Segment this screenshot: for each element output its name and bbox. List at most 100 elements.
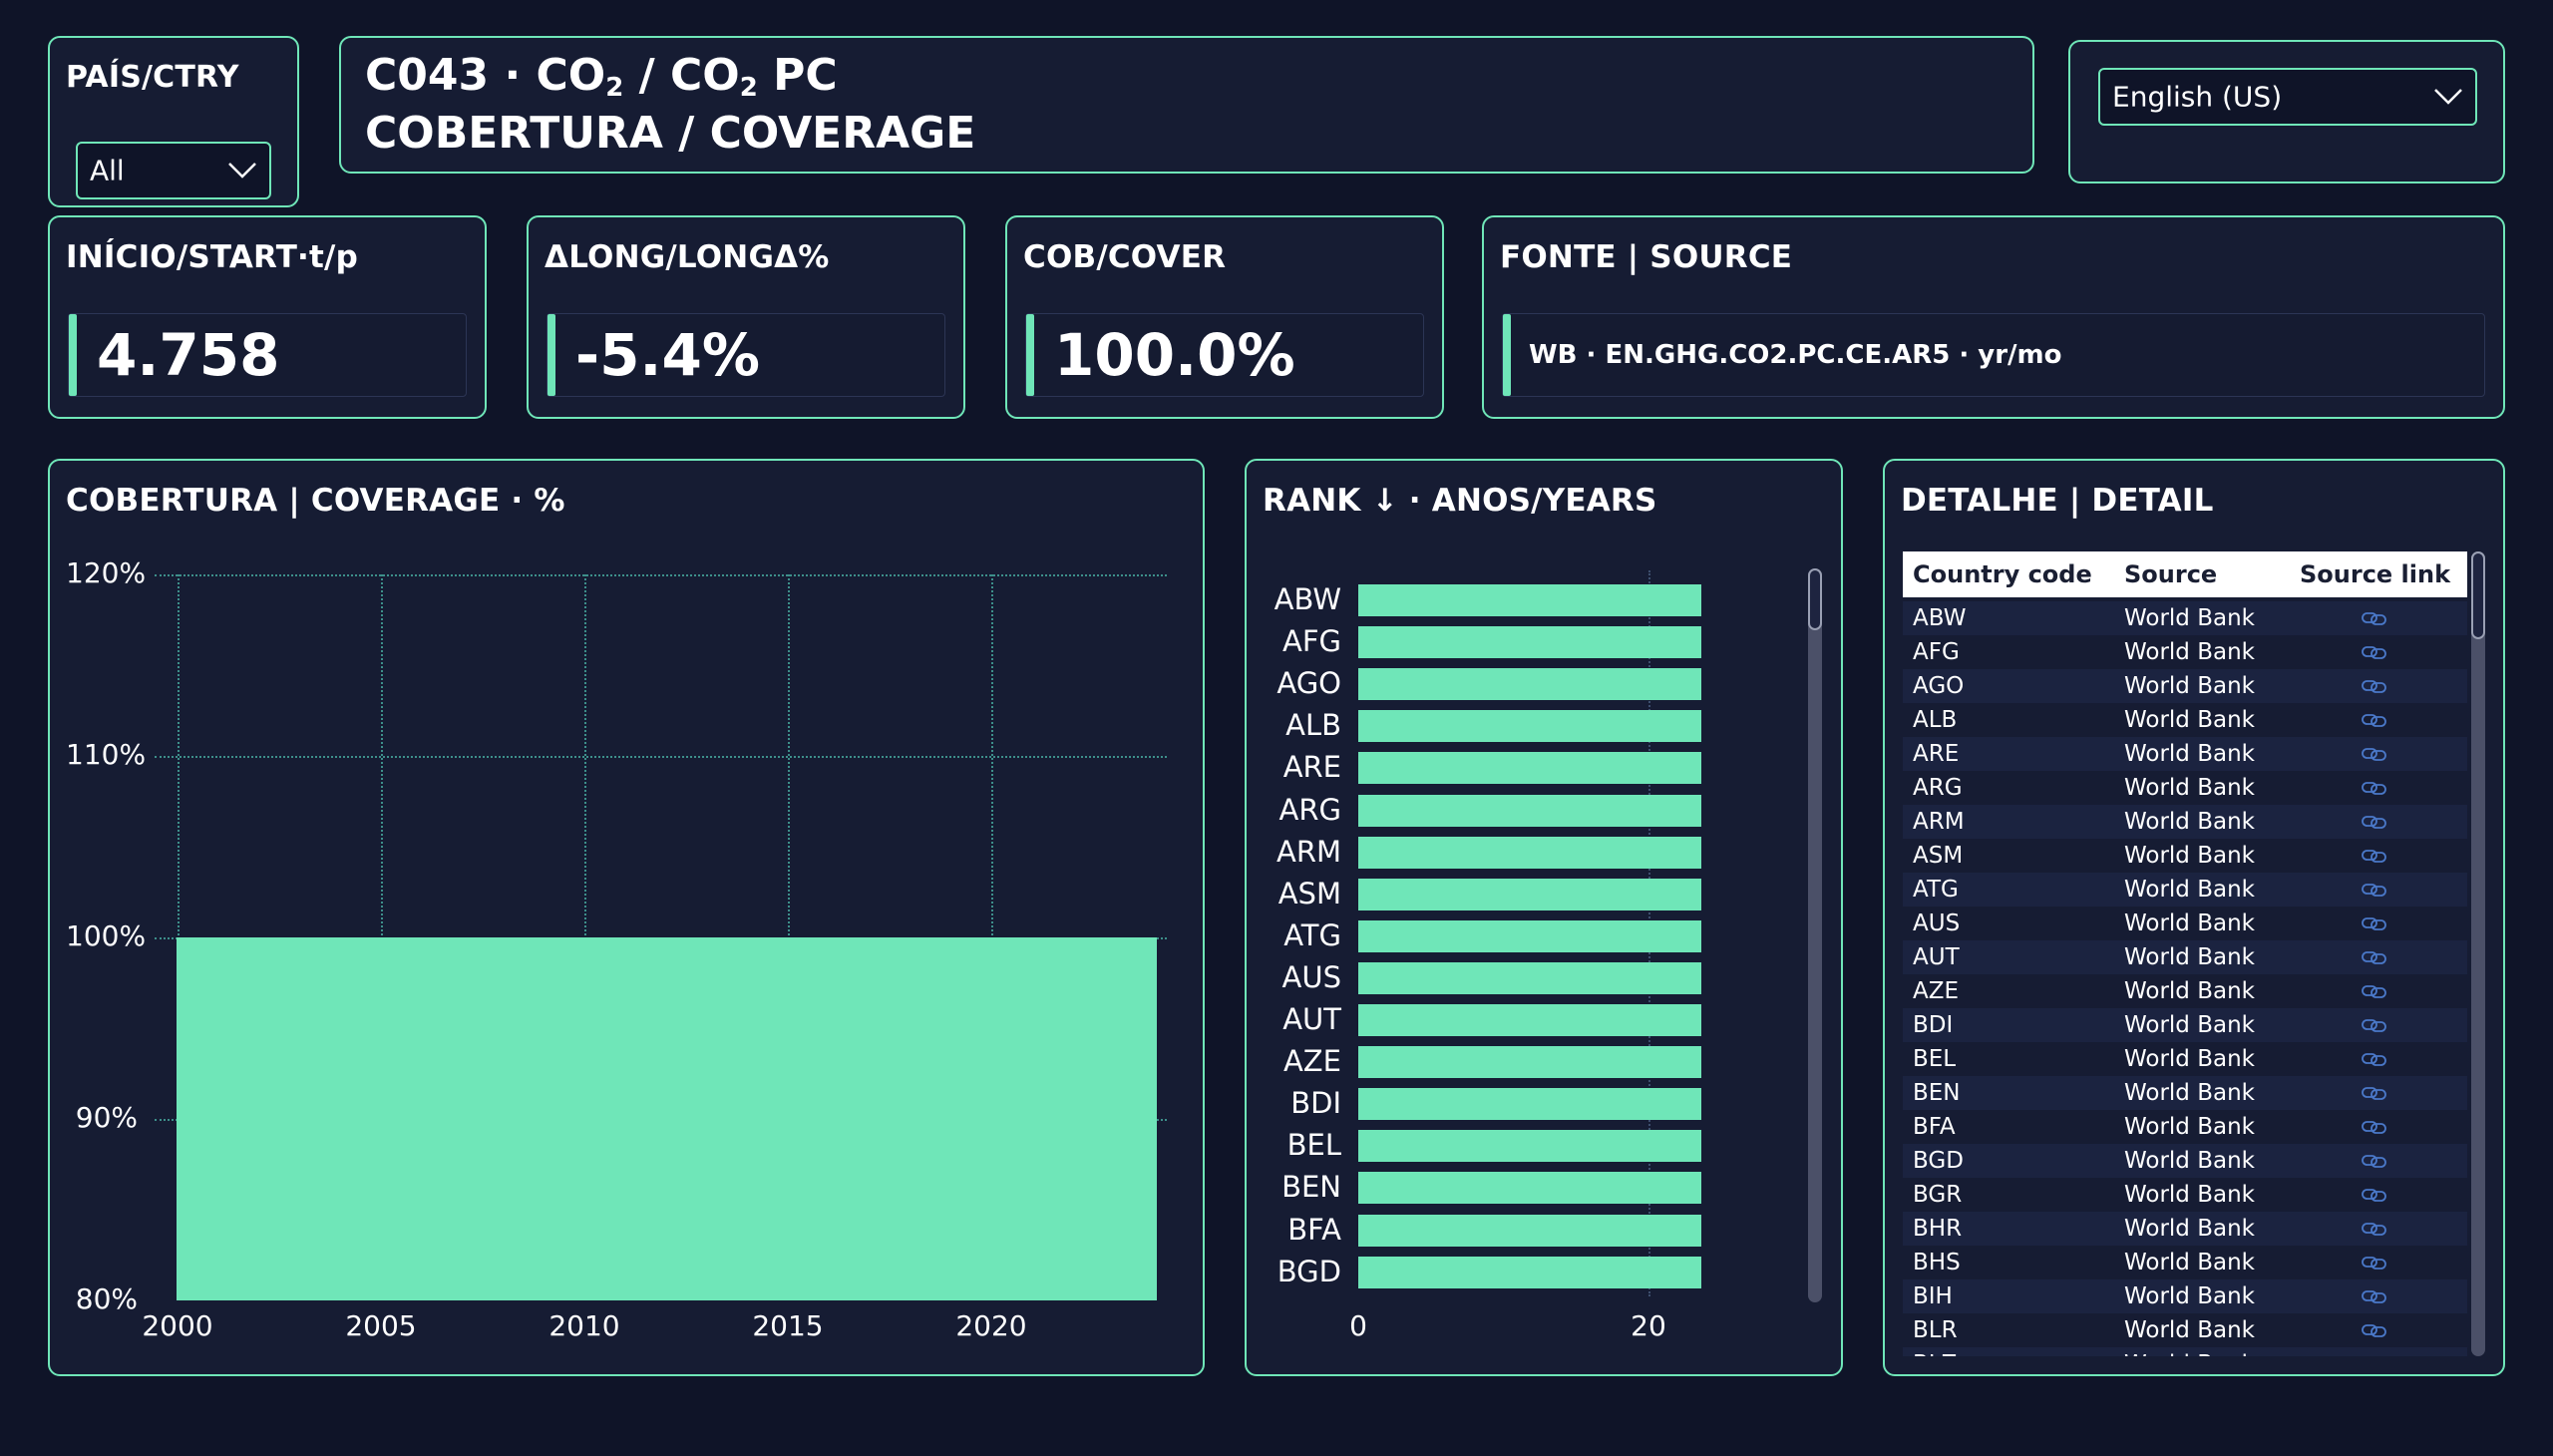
table-row[interactable]: BEN World Bank (1903, 1076, 2467, 1110)
link-icon[interactable] (2362, 639, 2387, 665)
rank-scrollbar[interactable] (1808, 568, 1822, 1302)
rank-bar[interactable] (1358, 584, 1701, 616)
link-icon[interactable] (2362, 877, 2387, 903)
table-scrollbar[interactable] (2471, 551, 2485, 1356)
rank-category-label: ARG (1278, 792, 1341, 827)
rank-bar[interactable] (1358, 1256, 1701, 1288)
rank-category-label: BFA (1287, 1212, 1341, 1247)
rank-bar[interactable] (1358, 668, 1701, 701)
country-code-cell: BEL (1913, 1046, 1957, 1072)
rank-bar[interactable] (1358, 836, 1701, 869)
column-header-country-code[interactable]: Country code (1913, 560, 2092, 588)
table-row[interactable]: BHR World Bank (1903, 1212, 2467, 1246)
table-row[interactable]: AFG World Bank (1903, 635, 2467, 669)
rank-bar[interactable] (1358, 1088, 1701, 1121)
table-row[interactable]: BIH World Bank (1903, 1279, 2467, 1313)
table-row[interactable]: BDI World Bank (1903, 1008, 2467, 1042)
table-row[interactable]: BHS World Bank (1903, 1246, 2467, 1279)
country-code-cell: ARM (1913, 809, 1965, 835)
link-icon[interactable] (2362, 1283, 2387, 1309)
link-icon[interactable] (2362, 809, 2387, 835)
table-row[interactable]: BFA World Bank (1903, 1110, 2467, 1144)
table-row[interactable]: ARE World Bank (1903, 737, 2467, 771)
table-scrollbar-thumb[interactable] (2471, 551, 2485, 639)
link-icon[interactable] (2362, 1182, 2387, 1208)
x-tick-label: 2020 (955, 1309, 1027, 1342)
link-icon[interactable] (2362, 1046, 2387, 1072)
rank-category-label: BEN (1281, 1170, 1341, 1205)
table-row[interactable]: ALB World Bank (1903, 703, 2467, 737)
source-cell: World Bank (2124, 1148, 2255, 1174)
source-card: FONTE | SOURCE WB · EN.GHG.CO2.PC.CE.AR5… (1482, 215, 2505, 419)
country-code-cell: BDI (1913, 1012, 1954, 1038)
source-cell: World Bank (2124, 1317, 2255, 1343)
link-icon[interactable] (2362, 944, 2387, 970)
table-row[interactable]: ASM World Bank (1903, 839, 2467, 873)
country-code-cell: BGD (1913, 1148, 1964, 1174)
link-icon[interactable] (2362, 1351, 2387, 1356)
table-row[interactable]: ARM World Bank (1903, 805, 2467, 839)
link-icon[interactable] (2362, 978, 2387, 1004)
rank-bar[interactable] (1358, 878, 1701, 910)
column-header-source[interactable]: Source (2124, 560, 2218, 588)
link-icon[interactable] (2362, 843, 2387, 869)
link-icon[interactable] (2362, 1114, 2387, 1140)
y-gridline (155, 756, 1167, 758)
country-code-cell: ABW (1913, 605, 1967, 631)
table-row[interactable]: ATG World Bank (1903, 873, 2467, 907)
link-icon[interactable] (2362, 1317, 2387, 1343)
link-icon[interactable] (2362, 1148, 2387, 1174)
table-row[interactable]: BGD World Bank (1903, 1144, 2467, 1178)
rank-bar[interactable] (1358, 1214, 1701, 1247)
rank-scrollbar-thumb[interactable] (1808, 568, 1822, 630)
table-row[interactable]: AGO World Bank (1903, 669, 2467, 703)
rank-bar[interactable] (1358, 626, 1701, 659)
country-code-cell: AFG (1913, 639, 1960, 665)
language-panel: English (US) (2068, 40, 2505, 183)
table-row[interactable]: ABW World Bank (1903, 601, 2467, 635)
x-gridline (788, 574, 790, 935)
language-dropdown[interactable]: English (US) (2098, 68, 2477, 126)
column-header-source-link[interactable]: Source link (2300, 560, 2451, 588)
table-row[interactable]: AZE World Bank (1903, 974, 2467, 1008)
link-icon[interactable] (2362, 1216, 2387, 1242)
table-row[interactable]: BEL World Bank (1903, 1042, 2467, 1076)
rank-category-label: BDI (1290, 1086, 1341, 1121)
link-icon[interactable] (2362, 605, 2387, 631)
rank-bar[interactable] (1358, 752, 1701, 785)
link-icon[interactable] (2362, 1012, 2387, 1038)
kpi-accent-bar (547, 314, 555, 396)
rank-bar[interactable] (1358, 794, 1701, 827)
rank-bar[interactable] (1358, 710, 1701, 743)
rank-bar[interactable] (1358, 961, 1701, 994)
link-icon[interactable] (2362, 910, 2387, 936)
rank-category-label: ALB (1285, 708, 1341, 743)
link-icon[interactable] (2362, 707, 2387, 733)
source-cell: World Bank (2124, 1216, 2255, 1242)
link-icon[interactable] (2362, 775, 2387, 801)
x-gridline (178, 574, 180, 935)
country-code-cell: BLZ (1913, 1351, 1957, 1356)
source-cell: World Bank (2124, 978, 2255, 1004)
link-icon[interactable] (2362, 1250, 2387, 1275)
country-dropdown[interactable]: All (76, 142, 271, 199)
page-title: C043 · CO2 / CO2 PC (365, 50, 838, 103)
rank-bar[interactable] (1358, 1004, 1701, 1036)
rank-bar[interactable] (1358, 919, 1701, 952)
link-icon[interactable] (2362, 673, 2387, 699)
table-row[interactable]: BGR World Bank (1903, 1178, 2467, 1212)
rank-bar[interactable] (1358, 1046, 1701, 1079)
kpi-delta-box: -5.4% (547, 313, 945, 397)
link-icon[interactable] (2362, 741, 2387, 767)
rank-bar[interactable] (1358, 1130, 1701, 1163)
table-row[interactable]: BLR World Bank (1903, 1313, 2467, 1347)
table-row[interactable]: AUS World Bank (1903, 907, 2467, 940)
table-row[interactable]: AUT World Bank (1903, 940, 2467, 974)
coverage-area-series[interactable] (177, 937, 1157, 1300)
link-icon[interactable] (2362, 1080, 2387, 1106)
table-row[interactable]: BLZ World Bank (1903, 1347, 2467, 1356)
table-row[interactable]: ARG World Bank (1903, 771, 2467, 805)
kpi-start-value: 4.758 (97, 321, 280, 389)
source-cell: World Bank (2124, 843, 2255, 869)
rank-bar[interactable] (1358, 1172, 1701, 1205)
